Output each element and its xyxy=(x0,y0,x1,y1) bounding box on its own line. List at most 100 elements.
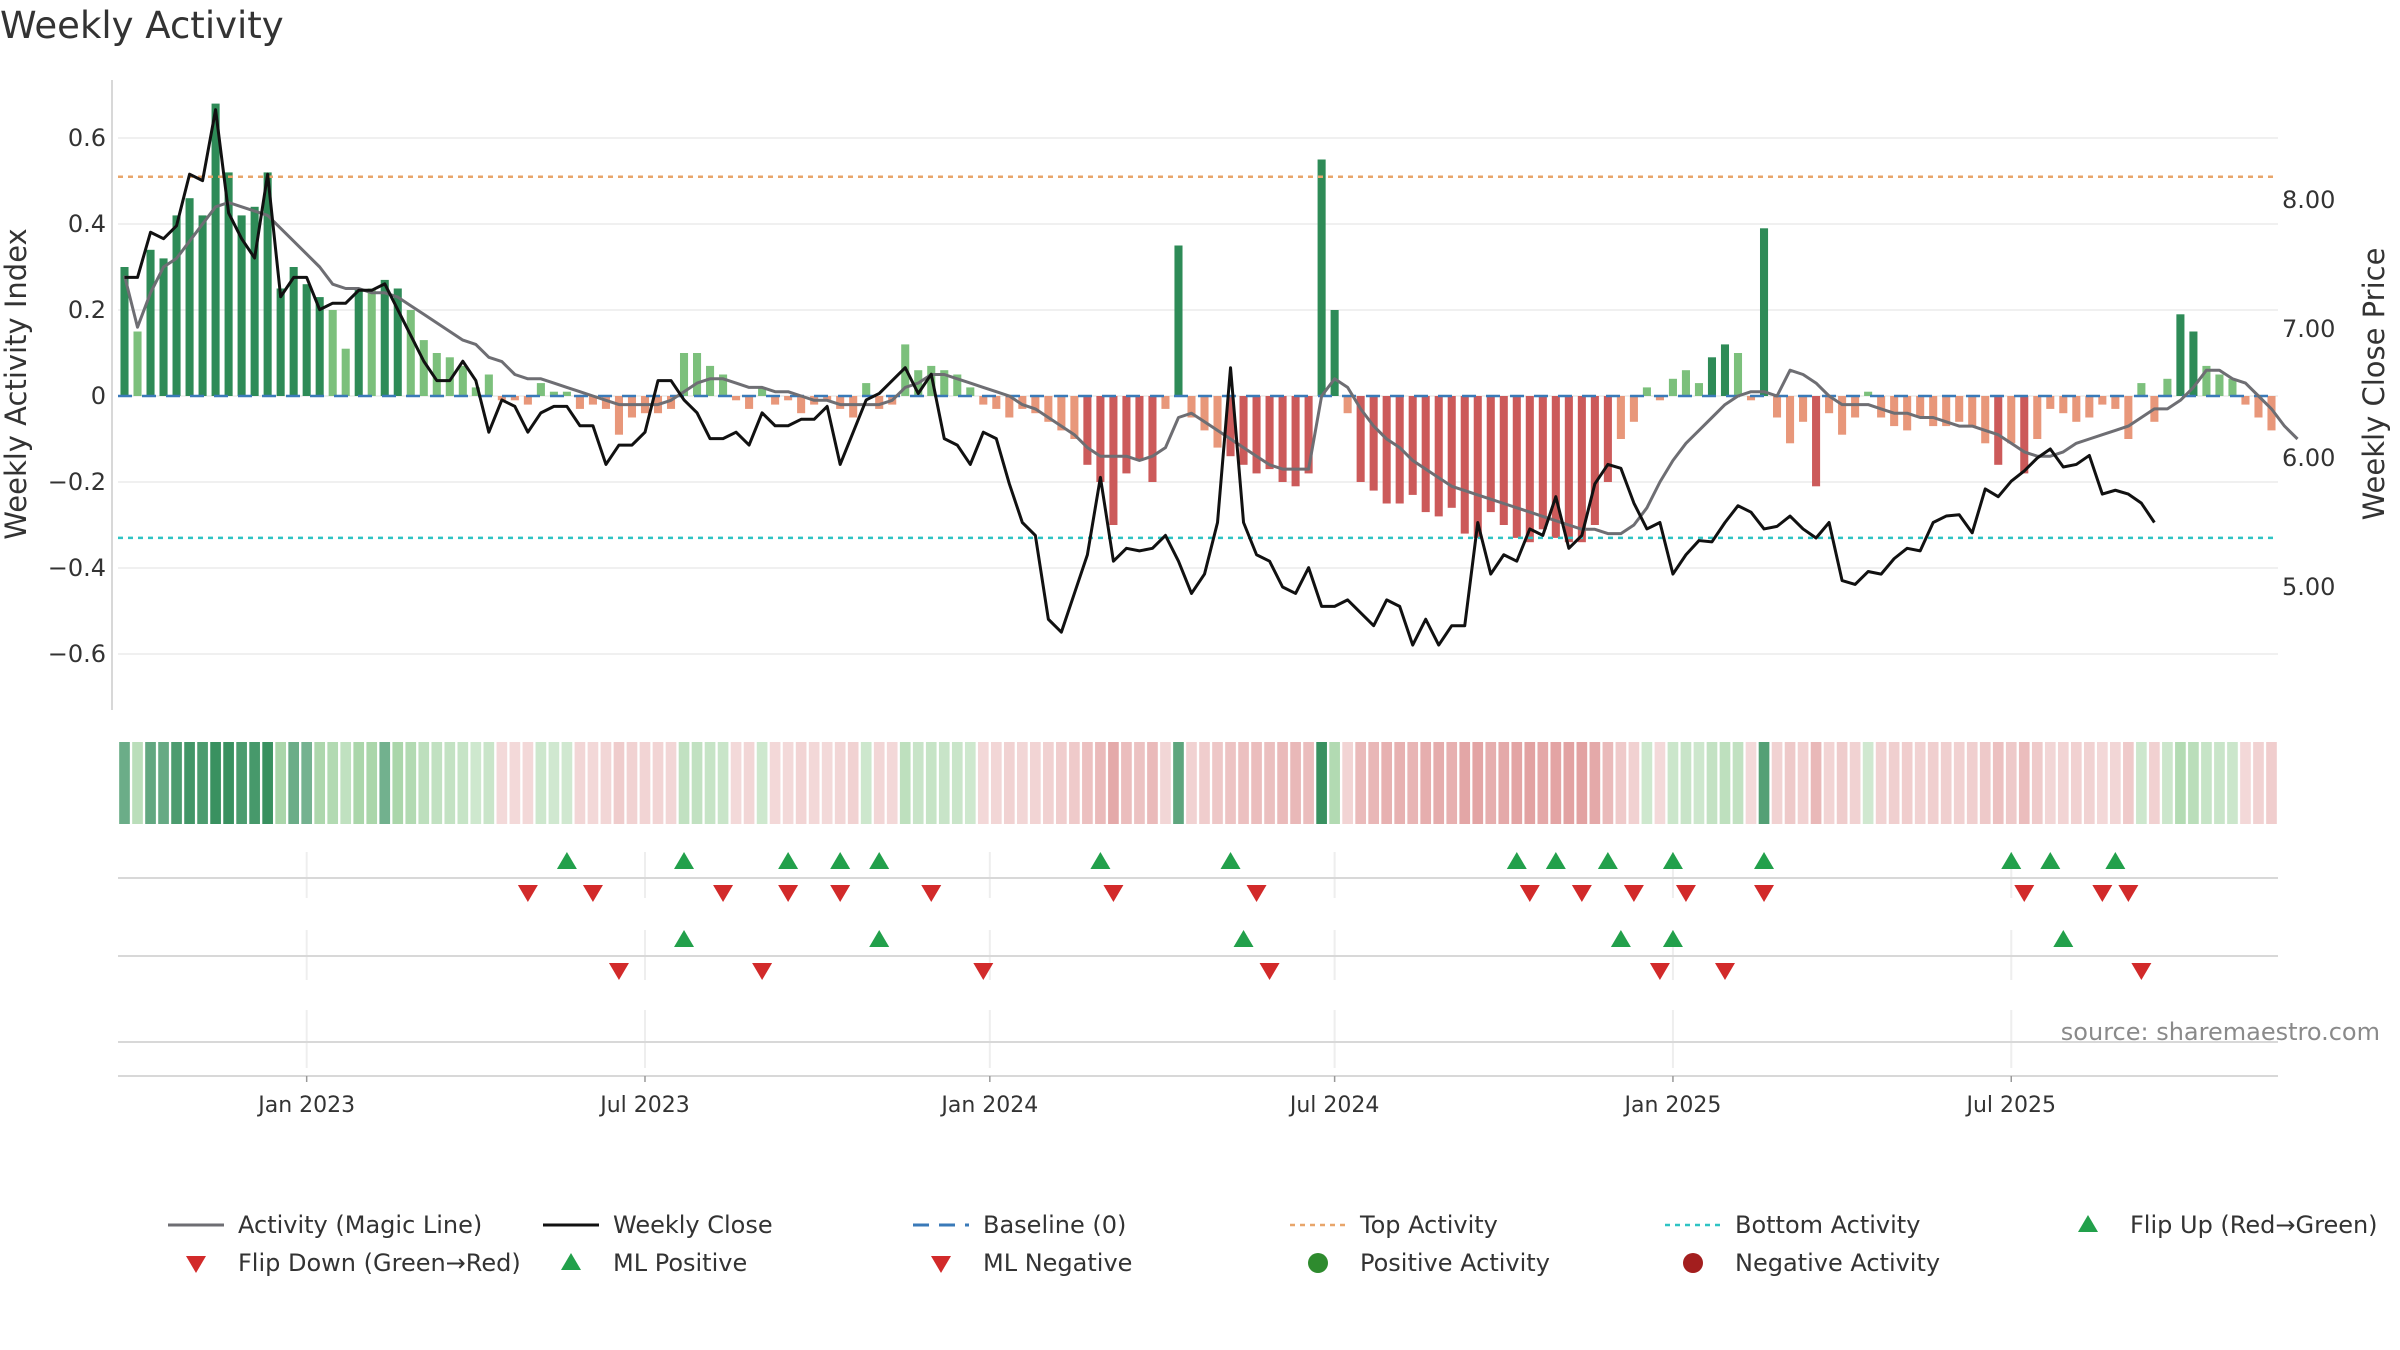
strip-cell xyxy=(1147,742,1158,824)
strip-cell xyxy=(2214,742,2225,824)
strip-cell xyxy=(652,742,664,824)
legend-label: Baseline (0) xyxy=(983,1211,1126,1239)
strip-cell xyxy=(132,742,143,824)
strip-cell xyxy=(1238,742,1249,824)
activity-bar xyxy=(1551,396,1560,538)
activity-bar xyxy=(1278,396,1287,482)
flip-up-marker xyxy=(869,852,890,869)
activity-bar xyxy=(1447,396,1456,508)
strip-cell xyxy=(1953,742,1965,824)
legend-item: Positive Activity xyxy=(1308,1249,1550,1277)
legend-item: Activity (Magic Line) xyxy=(168,1211,482,1239)
activity-bar xyxy=(1187,396,1196,418)
strip-cell xyxy=(1043,742,1054,824)
strip-cell xyxy=(1342,742,1353,824)
activity-bar xyxy=(1942,396,1951,427)
legend-label: Weekly Close xyxy=(613,1211,773,1239)
activity-bar xyxy=(484,374,493,396)
strip-cell xyxy=(1589,742,1601,824)
activity-bar xyxy=(549,391,558,396)
activity-bar xyxy=(367,288,376,396)
activity-bar xyxy=(1759,228,1769,396)
strip-cell xyxy=(1212,742,1223,824)
legend-label: Top Activity xyxy=(1359,1211,1498,1239)
strip-cell xyxy=(1394,742,1406,824)
activity-bar xyxy=(289,267,298,396)
y-tick-left: −0.2 xyxy=(48,468,106,496)
strip-cell xyxy=(1134,742,1145,824)
flip-up-marker xyxy=(1506,852,1527,869)
flip-up-marker xyxy=(2040,852,2061,869)
activity-bar xyxy=(1629,396,1638,422)
activity-bar xyxy=(706,365,715,396)
strip-cell xyxy=(119,742,130,824)
activity-bar xyxy=(185,198,194,396)
activity-bar xyxy=(732,396,741,401)
activity-bar xyxy=(1538,396,1547,530)
flip-down-marker xyxy=(2092,885,2113,902)
strip-cell xyxy=(2070,742,2082,824)
strip-cell xyxy=(1680,742,1692,824)
strip-cell xyxy=(691,742,703,824)
activity-bar xyxy=(1096,396,1105,482)
activity-bar xyxy=(1291,396,1300,487)
activity-bar xyxy=(497,396,506,401)
flip-up-marker xyxy=(556,852,577,869)
strip-cell xyxy=(236,742,247,824)
activity-bar xyxy=(1812,396,1821,487)
activity-bar xyxy=(1733,353,1743,396)
strip-cell xyxy=(834,742,846,824)
activity-bar xyxy=(1838,396,1847,435)
strip-cell xyxy=(1810,742,1822,824)
flip-down-marker xyxy=(1246,885,1267,902)
activity-bar xyxy=(1720,344,1730,396)
ml-positive-marker xyxy=(2053,930,2074,947)
strip-cell xyxy=(1849,742,1861,824)
strip-cell xyxy=(1303,742,1314,824)
y-tick-left: 0.4 xyxy=(68,210,106,238)
flip-up-marker xyxy=(1597,852,1618,869)
strip-cell xyxy=(964,742,976,824)
activity-bar xyxy=(1317,159,1326,396)
activity-bar xyxy=(2241,396,2250,405)
activity-bar xyxy=(1369,396,1378,491)
strip-cell xyxy=(353,742,365,824)
activity-bar xyxy=(432,353,441,396)
strip-cell xyxy=(2136,742,2147,824)
strip-cell xyxy=(2266,742,2277,824)
activity-bar xyxy=(823,396,832,401)
strip-cell xyxy=(1069,742,1080,824)
flip-down-marker xyxy=(582,885,603,902)
strip-cell xyxy=(717,742,729,824)
series-lines xyxy=(123,108,2299,647)
legend-label: Bottom Activity xyxy=(1735,1211,1920,1239)
activity-bar xyxy=(992,396,1001,409)
activity-bar xyxy=(237,215,246,396)
strip-cell xyxy=(2018,742,2030,824)
strip-cell xyxy=(600,742,612,824)
y-tick-left: −0.4 xyxy=(48,554,106,582)
activity-bar xyxy=(1877,396,1886,418)
strip-cell xyxy=(379,742,391,824)
activity-bar xyxy=(1642,387,1651,396)
axes: 0.6 0.4 0.2 0 −0.2 −0.4 −0.6 8.00 7.00 6.00 5.00 xyxy=(48,80,2335,710)
strip-cell xyxy=(808,742,820,824)
strip-cell xyxy=(2044,742,2056,824)
activity-bar xyxy=(666,396,676,409)
activity-bar xyxy=(2059,396,2068,414)
activity-bar xyxy=(862,383,871,396)
strip-cell xyxy=(1095,742,1106,824)
legend-label: Flip Up (Red→Green) xyxy=(2130,1211,2378,1239)
reference-lines xyxy=(118,175,2278,540)
activity-bar xyxy=(380,279,389,396)
strip-cell xyxy=(548,742,560,824)
legend-swatch xyxy=(186,1256,206,1273)
flip-down-marker xyxy=(1571,885,1592,902)
activity-bar xyxy=(198,215,207,396)
flip-up-marker xyxy=(674,852,695,869)
activity-bar xyxy=(1851,396,1860,418)
strip-cell xyxy=(769,742,781,824)
activity-bar xyxy=(1382,396,1391,504)
strip-cell xyxy=(535,742,547,824)
activity-bar xyxy=(940,370,949,396)
